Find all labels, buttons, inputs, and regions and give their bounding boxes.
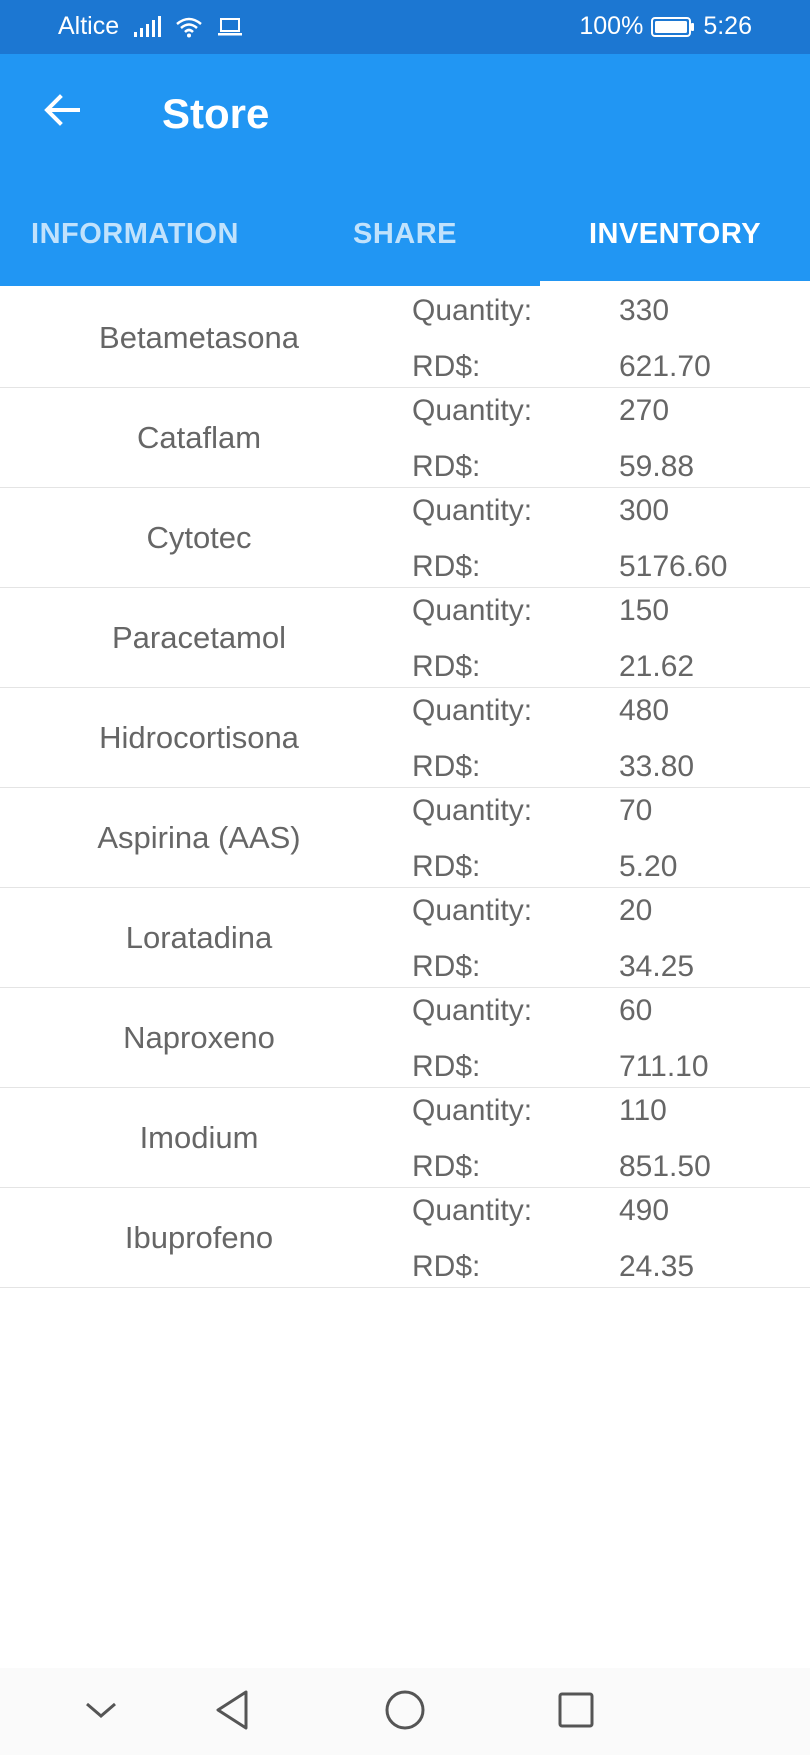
page-title: Store [162, 90, 270, 137]
price-label: RD$: [412, 1050, 481, 1083]
item-name: Cytotec [146, 519, 252, 555]
quantity-value: 60 [619, 994, 653, 1027]
list-item[interactable]: Imodium Quantity: 110 RD$: 851.50 [0, 1088, 810, 1188]
list-item[interactable]: Betametasona Quantity: 330 RD$: 621.70 [0, 288, 810, 388]
list-item[interactable]: Cytotec Quantity: 300 RD$: 5176.60 [0, 488, 810, 588]
battery-icon [651, 16, 695, 38]
back-button[interactable] [34, 84, 90, 140]
price-value: 5.20 [619, 850, 678, 883]
chevron-down-icon [83, 1698, 119, 1727]
tab-inventory[interactable]: INVENTORY [540, 182, 810, 286]
triangle-back-icon [212, 1688, 252, 1737]
nav-home-button[interactable] [377, 1686, 433, 1738]
price-label: RD$: [412, 550, 481, 583]
square-recents-icon [556, 1690, 596, 1735]
quantity-value: 480 [619, 694, 670, 727]
list-item[interactable]: Cataflam Quantity: 270 RD$: 59.88 [0, 388, 810, 488]
status-left: Altice [58, 12, 243, 41]
quantity-label: Quantity: [412, 794, 533, 827]
inventory-list: Betametasona Quantity: 330 RD$: 621.70 C… [0, 288, 810, 1288]
tab-bar: INFORMATION SHARE INVENTORY [0, 182, 810, 286]
quantity-label: Quantity: [412, 494, 533, 527]
price-value: 33.80 [619, 750, 695, 783]
price-label: RD$: [412, 650, 481, 683]
quantity-label: Quantity: [412, 1094, 533, 1127]
quantity-value: 70 [619, 794, 653, 827]
tab-information[interactable]: INFORMATION [31, 217, 239, 250]
price-value: 59.88 [619, 450, 695, 483]
app-bar: Store INFORMATION SHARE INVENTORY [0, 54, 810, 286]
wifi-icon [175, 16, 203, 38]
quantity-label: Quantity: [412, 994, 533, 1027]
price-value: 851.50 [619, 1150, 711, 1183]
list-item[interactable]: Naproxeno Quantity: 60 RD$: 711.10 [0, 988, 810, 1088]
list-item[interactable]: Ibuprofeno Quantity: 490 RD$: 24.35 [0, 1188, 810, 1288]
circle-home-icon [383, 1688, 427, 1737]
quantity-value: 490 [619, 1194, 670, 1227]
quantity-value: 270 [619, 394, 670, 427]
list-item[interactable]: Aspirina (AAS) Quantity: 70 RD$: 5.20 [0, 788, 810, 888]
quantity-value: 300 [619, 494, 670, 527]
quantity-label: Quantity: [412, 594, 533, 627]
list-item[interactable]: Paracetamol Quantity: 150 RD$: 21.62 [0, 588, 810, 688]
nav-hide-button[interactable] [73, 1686, 129, 1738]
arrow-left-icon [42, 90, 82, 135]
item-name: Cataflam [136, 419, 262, 455]
price-value: 621.70 [619, 350, 711, 383]
quantity-label: Quantity: [412, 894, 533, 927]
price-value: 711.10 [619, 1050, 709, 1083]
quantity-label: Quantity: [412, 294, 533, 327]
battery-percent: 100% [579, 12, 644, 40]
price-label: RD$: [412, 1150, 481, 1183]
item-name: Loratadina [125, 919, 273, 955]
tab-share[interactable]: SHARE [352, 217, 457, 250]
price-value: 5176.60 [619, 550, 728, 583]
item-name: Paracetamol [111, 619, 287, 655]
price-label: RD$: [412, 850, 481, 883]
price-value: 24.35 [619, 1250, 695, 1283]
quantity-value: 150 [619, 594, 670, 627]
quantity-value: 330 [619, 294, 670, 327]
clock: 5:26 [703, 12, 752, 40]
nav-recents-button[interactable] [548, 1686, 604, 1738]
quantity-value: 110 [619, 1094, 667, 1127]
signal-icon [133, 15, 162, 38]
item-name: Hidrocortisona [99, 719, 299, 755]
status-right: 100% 5:26 [579, 12, 752, 41]
list-item[interactable]: Hidrocortisona Quantity: 480 RD$: 33.80 [0, 688, 810, 788]
item-name: Imodium [139, 1119, 259, 1155]
quantity-value: 20 [619, 894, 653, 927]
price-label: RD$: [412, 950, 481, 983]
item-name: Betametasona [99, 319, 299, 355]
quantity-label: Quantity: [412, 394, 533, 427]
price-label: RD$: [412, 350, 481, 383]
price-label: RD$: [412, 750, 481, 783]
laptop-icon [217, 17, 243, 37]
item-name: Aspirina (AAS) [97, 819, 301, 855]
price-label: RD$: [412, 450, 481, 483]
nav-back-button[interactable] [204, 1686, 260, 1738]
price-value: 21.62 [619, 650, 695, 683]
item-name: Naproxeno [123, 1019, 275, 1055]
system-nav-bar [0, 1668, 810, 1755]
status-bar: Altice 100% [0, 0, 810, 54]
price-label: RD$: [412, 1250, 481, 1283]
list-item[interactable]: Loratadina Quantity: 20 RD$: 34.25 [0, 888, 810, 988]
price-value: 34.25 [619, 950, 695, 983]
item-name: Ibuprofeno [124, 1219, 274, 1255]
carrier-label: Altice [58, 12, 120, 40]
quantity-label: Quantity: [412, 1194, 533, 1227]
quantity-label: Quantity: [412, 694, 533, 727]
